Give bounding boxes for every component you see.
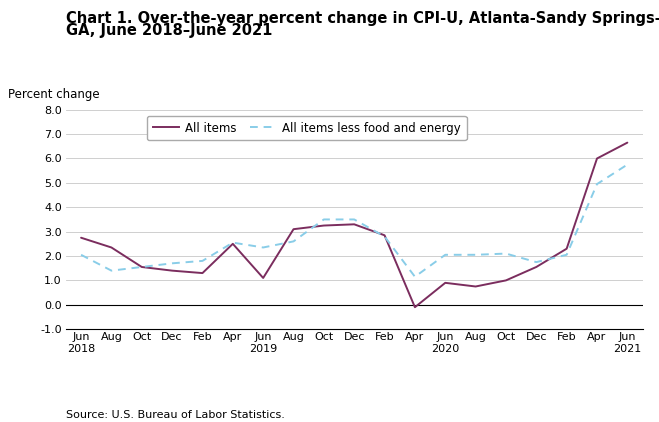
All items xyxy=(502,278,510,283)
Legend: All items, All items less food and energy: All items, All items less food and energ… xyxy=(147,116,467,141)
All items xyxy=(107,245,115,250)
Text: Chart 1. Over-the-year percent change in CPI-U, Atlanta-Sandy Springs-Roswell,: Chart 1. Over-the-year percent change in… xyxy=(66,11,659,26)
All items less food and energy xyxy=(442,252,449,257)
All items xyxy=(411,305,419,310)
All items xyxy=(289,227,297,232)
All items xyxy=(259,276,267,281)
All items less food and energy xyxy=(138,265,146,270)
Line: All items less food and energy: All items less food and energy xyxy=(81,165,627,277)
All items less food and energy xyxy=(107,268,115,273)
All items less food and energy xyxy=(563,252,571,257)
All items less food and energy xyxy=(472,252,480,257)
Text: GA, June 2018–June 2021: GA, June 2018–June 2021 xyxy=(66,23,272,38)
All items less food and energy xyxy=(77,252,85,257)
All items less food and energy xyxy=(381,234,389,239)
All items less food and energy xyxy=(198,258,206,263)
All items less food and energy xyxy=(623,162,631,167)
All items xyxy=(77,235,85,240)
All items less food and energy xyxy=(502,251,510,256)
All items xyxy=(381,233,389,238)
Text: Percent change: Percent change xyxy=(9,88,100,101)
All items xyxy=(623,140,631,145)
All items less food and energy xyxy=(259,245,267,250)
All items less food and energy xyxy=(168,261,176,266)
All items xyxy=(198,271,206,276)
All items less food and energy xyxy=(320,217,328,222)
Text: Source: U.S. Bureau of Labor Statistics.: Source: U.S. Bureau of Labor Statistics. xyxy=(66,410,285,420)
All items xyxy=(320,223,328,228)
All items less food and energy xyxy=(593,181,601,187)
All items xyxy=(229,241,237,246)
All items less food and energy xyxy=(289,239,297,244)
All items xyxy=(532,265,540,270)
Line: All items: All items xyxy=(81,143,627,307)
All items xyxy=(168,268,176,273)
All items xyxy=(351,222,358,227)
All items xyxy=(593,156,601,161)
All items xyxy=(563,246,571,251)
All items less food and energy xyxy=(351,217,358,222)
All items less food and energy xyxy=(532,260,540,265)
All items xyxy=(472,284,480,289)
All items less food and energy xyxy=(411,274,419,279)
All items less food and energy xyxy=(229,240,237,245)
All items xyxy=(138,265,146,270)
All items xyxy=(442,280,449,285)
